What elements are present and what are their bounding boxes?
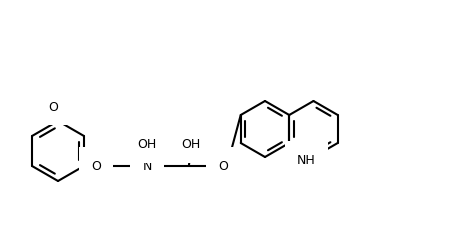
Text: O: O [48, 100, 58, 113]
Text: O: O [91, 160, 101, 173]
Text: OH: OH [181, 138, 201, 151]
Text: N: N [142, 160, 152, 173]
Text: NH: NH [297, 154, 316, 167]
Text: OH: OH [137, 138, 157, 151]
Text: O: O [218, 160, 228, 173]
